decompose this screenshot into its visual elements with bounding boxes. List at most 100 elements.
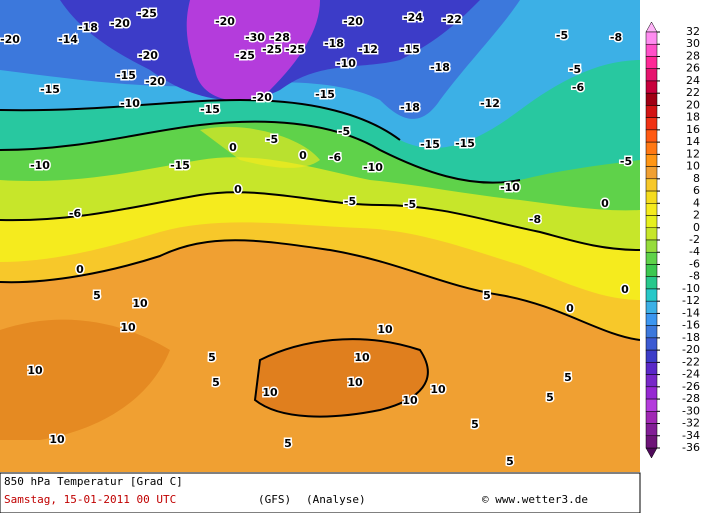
legend-swatch (645, 166, 658, 180)
contour-label: -14 (58, 33, 78, 46)
legend-label: -30 (682, 404, 700, 417)
legend-swatch (645, 313, 658, 326)
legend-swatch (645, 92, 658, 106)
legend-label: 26 (686, 62, 700, 75)
contour-label: 5 (212, 376, 220, 389)
legend-swatch (645, 398, 658, 412)
legend-swatch (645, 239, 658, 253)
contour-label: -20 (252, 91, 272, 104)
legend-swatch (645, 386, 658, 400)
legend-label: 6 (693, 184, 700, 197)
contour-label: -18 (324, 37, 344, 50)
contour-label: -18 (430, 61, 450, 74)
contour-label: 10 (430, 383, 446, 396)
contour-label: -5 (569, 63, 581, 76)
temperature-field (0, 0, 641, 472)
legend-swatch (645, 411, 658, 424)
contour-label: -6 (572, 81, 585, 94)
contour-label: 5 (93, 289, 101, 302)
contour-label: -20 (145, 75, 165, 88)
contour-label: -8 (529, 213, 541, 226)
legend-label: 24 (686, 74, 700, 87)
contour-label: 10 (354, 351, 370, 364)
legend-swatch (645, 203, 658, 216)
contour-label: -28 (270, 31, 290, 44)
contour-label: -18 (78, 21, 98, 34)
contour-label: -12 (358, 43, 378, 56)
legend-swatch (645, 362, 658, 375)
contour-label: -10 (30, 159, 50, 172)
legend-swatch (645, 325, 658, 339)
legend-label: -16 (682, 319, 700, 332)
legend-swatch (645, 190, 658, 204)
contour-label: -18 (400, 101, 420, 114)
contour-label: 10 (347, 376, 363, 389)
contour-label: -10 (120, 97, 140, 110)
legend-label: -26 (682, 380, 700, 393)
legend-label: 0 (693, 221, 700, 234)
legend-swatch (645, 337, 658, 351)
map-title: 850 hPa Temperatur [Grad C] (4, 475, 183, 488)
legend-label: 14 (686, 135, 700, 148)
contour-label: -20 (138, 49, 158, 62)
legend-swatch (645, 251, 658, 265)
contour-label: -6 (329, 151, 342, 164)
contour-label: -15 (200, 103, 220, 116)
contour-label: -12 (480, 97, 500, 110)
contour-label: -20 (0, 33, 20, 46)
contour-label: 0 (234, 183, 242, 196)
legend-swatch (645, 43, 658, 57)
contour-label: -15 (420, 138, 440, 151)
contour-label: -5 (404, 198, 416, 211)
legend-label: 16 (686, 123, 700, 136)
legend-label: 10 (686, 160, 700, 173)
legend-swatch (645, 374, 658, 388)
legend-swatch (645, 154, 658, 167)
contour-label: -25 (137, 7, 157, 20)
legend-label: -32 (682, 417, 700, 430)
legend-label: -4 (689, 245, 700, 258)
legend-swatch (645, 288, 658, 302)
contour-label: -15 (116, 69, 136, 82)
legend-swatch (645, 68, 658, 82)
legend-label: -24 (682, 368, 700, 381)
contour-label: -5 (556, 29, 568, 42)
contour-label: 0 (299, 149, 307, 162)
contour-label: -5 (266, 133, 278, 146)
legend-swatch (645, 215, 658, 229)
legend-label: -6 (689, 257, 700, 270)
model: (GFS) (258, 493, 291, 506)
contour-label: 10 (27, 364, 43, 377)
legend-swatch (645, 141, 658, 155)
legend-label: 32 (686, 25, 700, 38)
contour-label: 10 (120, 321, 136, 334)
contour-label: 10 (49, 433, 65, 446)
contour-label: 0 (601, 197, 609, 210)
legend-label: -20 (682, 343, 700, 356)
legend-label: 2 (693, 209, 700, 222)
contour-label: -10 (336, 57, 356, 70)
legend-label: 30 (686, 37, 700, 50)
legend-swatch (645, 227, 658, 241)
legend-label: -36 (682, 441, 700, 454)
legend-label: -8 (689, 270, 700, 283)
legend-label: -28 (682, 392, 700, 405)
legend-swatch (645, 129, 658, 143)
legend-swatch (645, 80, 658, 94)
legend-swatch (645, 117, 658, 131)
contour-label: -15 (315, 88, 335, 101)
contour-label: -10 (500, 181, 520, 194)
contour-label: 5 (471, 418, 479, 431)
legend-label: -22 (682, 355, 700, 368)
contour-label: -8 (610, 31, 622, 44)
contour-label: 0 (76, 263, 84, 276)
run-type: (Analyse) (306, 493, 366, 506)
legend-label: -12 (682, 294, 700, 307)
contour-label: 5 (506, 455, 514, 468)
legend-swatch (645, 276, 658, 290)
contour-label: -22 (442, 13, 462, 26)
legend-swatch (645, 105, 658, 118)
contour-label: 5 (483, 289, 491, 302)
contour-label: -25 (285, 43, 305, 56)
